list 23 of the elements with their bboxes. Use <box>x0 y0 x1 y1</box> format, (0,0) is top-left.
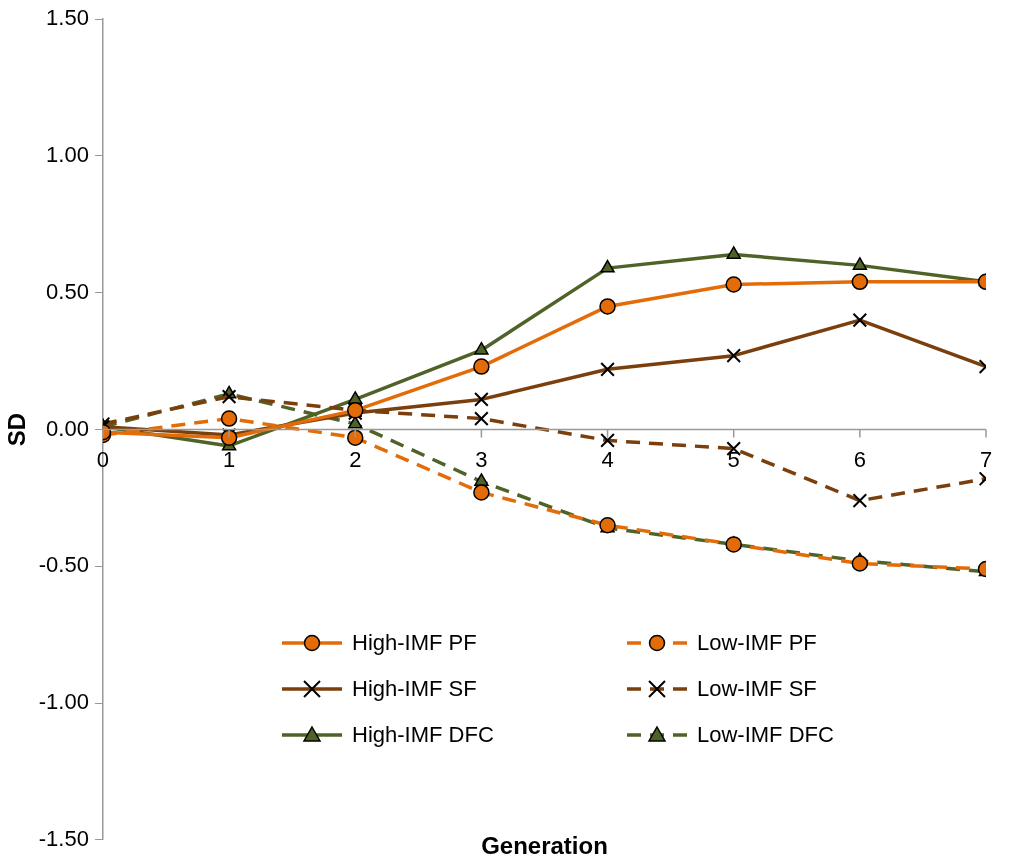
legend-label: Low-IMF PF <box>697 630 817 656</box>
y-tick-label: -0.50 <box>38 552 89 578</box>
legend-label: Low-IMF SF <box>697 676 817 702</box>
x-tick-label: 6 <box>853 446 866 472</box>
y-tick-label: 0.50 <box>46 278 89 304</box>
x-tick-label: 4 <box>601 446 614 472</box>
y-tick-label: -1.00 <box>38 689 89 715</box>
x-tick-label: 2 <box>349 446 362 472</box>
y-tick-label: 1.50 <box>46 5 89 31</box>
x-axis-title: Generation <box>481 831 608 859</box>
legend-label: Low-IMF DFC <box>697 722 834 748</box>
x-tick-label: 1 <box>222 446 236 472</box>
y-tick-label: -1.50 <box>38 825 89 851</box>
x-tick-label: 5 <box>727 446 740 472</box>
legend-label: High-IMF SF <box>352 676 477 702</box>
y-tick-label: 1.00 <box>46 142 89 168</box>
y-tick-label: 0.00 <box>46 415 89 441</box>
x-tick-label: 0 <box>96 446 110 472</box>
legend-label: High-IMF PF <box>352 630 477 656</box>
legend-label: High-IMF DFC <box>352 722 494 748</box>
y-axis-title: SD <box>3 412 31 447</box>
x-tick-label: 7 <box>979 446 993 472</box>
x-tick-label: 3 <box>475 446 488 472</box>
